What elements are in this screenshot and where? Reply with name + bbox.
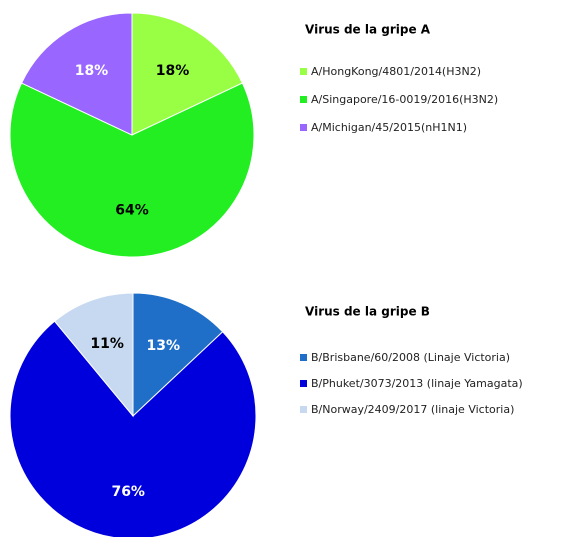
pie-slice: [131, 12, 244, 136]
slice-label: 76%: [111, 484, 145, 500]
pie-slice: [20, 12, 133, 136]
legend-label: A/Michigan/45/2015(nH1N1): [311, 121, 467, 134]
legend-label: B/Norway/2409/2017 (linaje Victoria): [311, 403, 514, 416]
legend-swatch: [300, 380, 307, 387]
legend-label: A/Singapore/16-0019/2016(H3N2): [311, 93, 498, 106]
legend-label: B/Brisbane/60/2008 (Linaje Victoria): [311, 351, 510, 364]
pie-slice: [9, 82, 255, 258]
pie-slice: [53, 292, 134, 418]
legend-swatch: [300, 124, 307, 131]
slice-label: 13%: [147, 338, 181, 354]
legend-title: Virus de la gripe A: [305, 23, 431, 37]
legend-label: A/HongKong/4801/2014(H3N2): [311, 65, 481, 78]
legend-swatch: [300, 96, 307, 103]
pie-slice: [9, 320, 257, 537]
slice-label: 64%: [115, 203, 149, 219]
legend-title: Virus de la gripe B: [305, 305, 430, 319]
legend-swatch: [300, 406, 307, 413]
slice-label: 18%: [156, 63, 190, 79]
slice-label: 18%: [75, 63, 109, 79]
slice-label: 11%: [90, 336, 124, 352]
pie-slice: [132, 292, 224, 418]
legend-label: B/Phuket/3073/2013 (linaje Yamagata): [311, 377, 523, 390]
legend-swatch: [300, 354, 307, 361]
legend-swatch: [300, 68, 307, 75]
